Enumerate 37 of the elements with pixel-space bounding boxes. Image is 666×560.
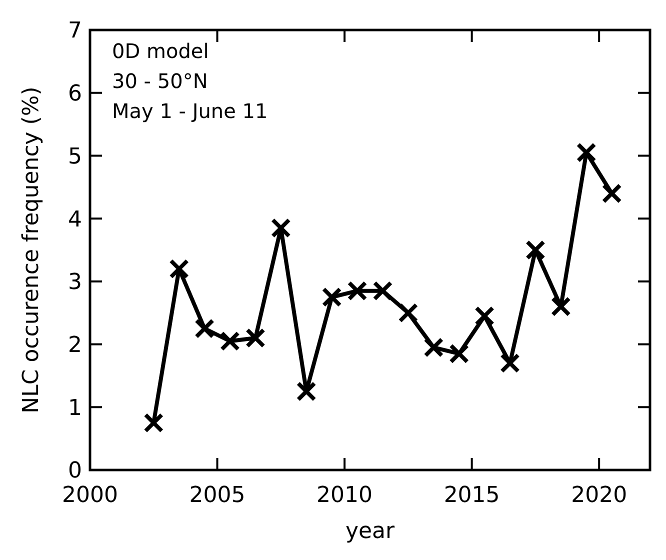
y-tick-label: 7 — [68, 18, 82, 44]
y-tick-label: 0 — [68, 458, 82, 484]
point — [602, 183, 622, 204]
point — [194, 318, 215, 339]
y-tick-label: 5 — [68, 144, 82, 170]
x-tick-label: 2010 — [316, 483, 373, 508]
point — [245, 328, 266, 348]
y-tick-label: 1 — [68, 396, 82, 421]
point — [474, 306, 495, 326]
y-axis-title: NLC occurence frequency (%) — [19, 86, 44, 414]
point — [347, 280, 368, 301]
y-tick-label: 2 — [68, 332, 82, 358]
y-tick-label: 6 — [68, 82, 82, 107]
point — [372, 280, 393, 301]
x-tick-label: 2020 — [571, 483, 628, 508]
x-tick-label: 2015 — [444, 483, 500, 508]
annotation: 0D model — [112, 39, 209, 63]
point — [500, 353, 520, 374]
x-tick-label: 2005 — [189, 483, 246, 508]
annotation: 30 - 50°N — [112, 69, 208, 93]
point — [220, 331, 240, 352]
y-tick-label: 4 — [68, 207, 82, 232]
point — [550, 296, 571, 317]
point — [144, 412, 164, 433]
point — [424, 337, 444, 358]
point — [322, 287, 342, 308]
point — [525, 240, 546, 260]
point — [576, 142, 596, 163]
point — [398, 302, 418, 323]
x-tick-label: 2000 — [62, 483, 118, 508]
point — [449, 344, 470, 364]
point — [169, 258, 190, 279]
x-axis-title: year — [345, 519, 396, 544]
annotation: May 1 - June 11 — [112, 99, 268, 123]
point — [296, 381, 316, 402]
point — [270, 218, 291, 238]
y-tick-label: 3 — [68, 270, 82, 296]
